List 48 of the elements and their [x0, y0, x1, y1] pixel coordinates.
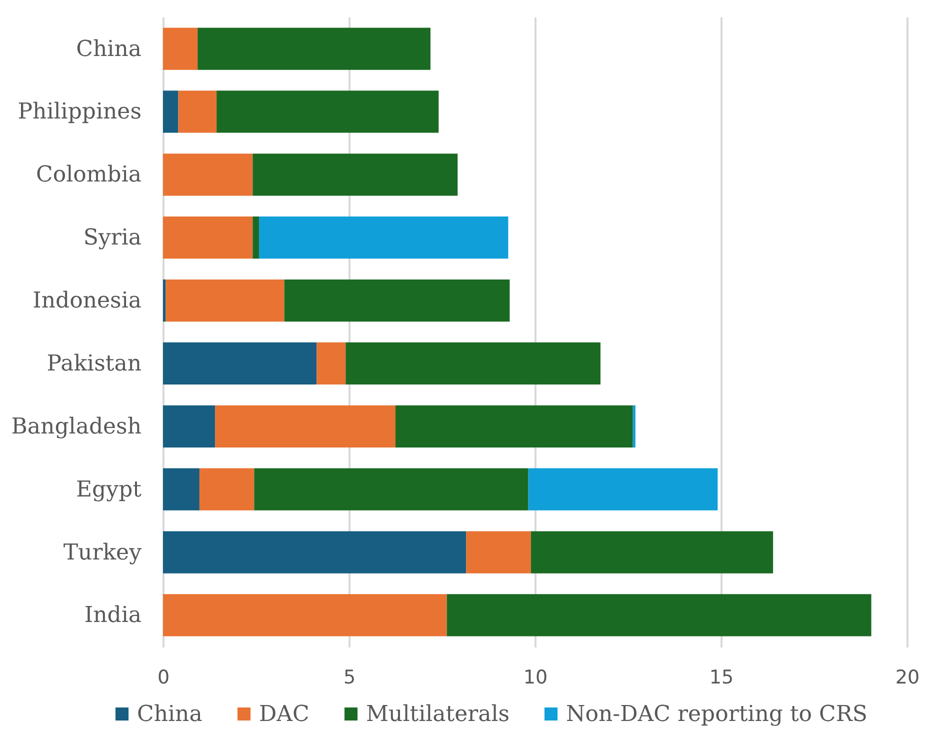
bar — [346, 342, 600, 385]
x-tick-label: 20 — [895, 666, 920, 688]
y-tick-label: India — [84, 603, 142, 628]
x-tick-label: 15 — [709, 666, 734, 688]
y-tick-label: Indonesia — [32, 288, 142, 314]
bar — [258, 216, 508, 259]
bar — [530, 531, 774, 574]
x-tick-label: 10 — [523, 666, 548, 688]
legend-label: Multilaterals — [366, 702, 510, 727]
bar — [163, 216, 253, 259]
bar — [198, 28, 430, 70]
bar — [163, 90, 178, 133]
y-tick-label: China — [76, 36, 142, 62]
bar — [252, 154, 458, 196]
bar — [178, 90, 217, 133]
y-tick-label: Syria — [83, 226, 142, 251]
bar — [528, 468, 718, 510]
x-tick-label: 5 — [343, 666, 356, 688]
bar — [199, 468, 254, 510]
bar — [166, 279, 284, 322]
legend-label: DAC — [259, 702, 310, 727]
bar — [284, 279, 510, 322]
x-tick-label: 0 — [157, 666, 170, 688]
bar — [163, 405, 216, 448]
y-tick-label: Egypt — [76, 477, 142, 502]
bar — [163, 154, 253, 196]
y-tick-label: Philippines — [18, 100, 142, 125]
legend-label: Non-DAC reporting to CRS — [566, 702, 868, 727]
bar — [163, 279, 166, 322]
y-tick-label: Pakistan — [46, 351, 142, 376]
bar — [215, 405, 396, 448]
y-tick-label: Bangladesh — [11, 414, 142, 440]
y-tick-label: Colombia — [36, 162, 142, 188]
bar — [316, 342, 346, 385]
bar — [252, 216, 259, 259]
y-tick-label: Turkey — [63, 540, 142, 566]
bar — [163, 594, 447, 636]
bar — [163, 531, 466, 574]
bar — [396, 405, 633, 448]
bar — [254, 468, 528, 510]
bar — [163, 468, 200, 510]
bar — [163, 28, 198, 70]
bar — [446, 594, 872, 636]
bar — [216, 90, 439, 133]
bar — [632, 405, 636, 448]
legend-label: China — [137, 702, 202, 727]
bar — [466, 531, 531, 574]
bar — [163, 342, 317, 385]
